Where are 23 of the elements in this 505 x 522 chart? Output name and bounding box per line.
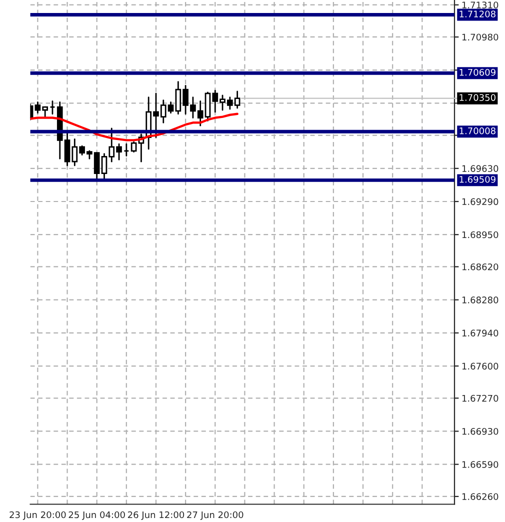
x-tick-label: 23 Jun 20:00: [10, 511, 66, 520]
candlestick: [130, 141, 137, 153]
y-tick-label: 1.69630: [462, 165, 498, 172]
x-tick-label: 25 Jun 04:00: [68, 511, 125, 520]
y-tick-label: 1.67270: [462, 394, 498, 402]
y-tick-label: 1.70980: [462, 34, 498, 41]
annotation: 1.70350: [460, 94, 496, 101]
y-tick-label: 1.67600: [462, 362, 498, 370]
y-tick-label: 1.71310: [462, 2, 498, 8]
y-tick-label: 1.68280: [462, 296, 498, 304]
y-tick-label: 1.68950: [462, 231, 498, 238]
x-tick-label: 27 Jun 20:00: [187, 511, 244, 520]
x-tick-label: 26 Jun 12:00: [128, 511, 184, 520]
y-tick-label: 1.68620: [462, 263, 498, 270]
y-tick-label: 1.66590: [462, 461, 498, 468]
y-tick-label: 1.66930: [462, 428, 498, 435]
y-tick-label: 1.66260: [462, 493, 498, 500]
ref-line-label: 1.69509: [460, 176, 496, 183]
ref-line-label: 1.70609: [460, 68, 496, 76]
ref-line-label: 1.71208: [460, 10, 496, 18]
ref-line-label: 1.70008: [460, 127, 496, 134]
y-tick-label: 1.69290: [462, 198, 498, 206]
y-tick-label: 1.67940: [462, 330, 498, 336]
